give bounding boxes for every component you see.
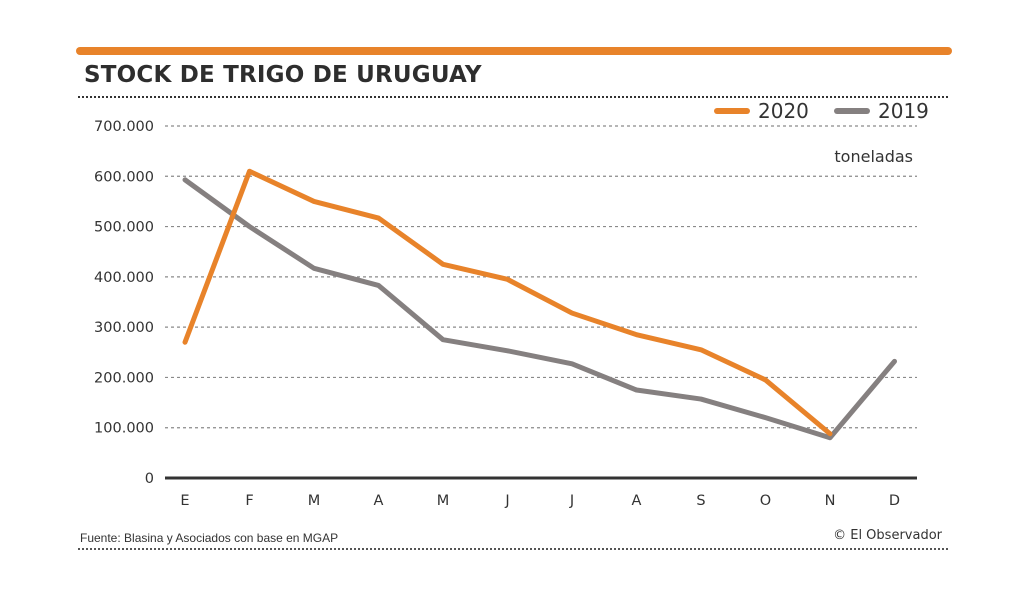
x-tick-label: A — [374, 493, 384, 509]
credit-note: © El Observador — [833, 528, 942, 543]
x-tick-label: A — [632, 493, 642, 509]
legend: 2020 2019 — [714, 99, 929, 123]
series-line-2019 — [182, 177, 897, 441]
x-tick-label: J — [504, 493, 509, 509]
x-tick-label: M — [308, 493, 321, 509]
x-tick-label: F — [245, 493, 253, 509]
y-tick-label: 700.000 — [94, 119, 154, 135]
y-tick-label: 500.000 — [94, 220, 154, 236]
x-tick-label: M — [437, 493, 450, 509]
unit-label: toneladas — [834, 147, 913, 166]
y-tick-label: 200.000 — [94, 370, 154, 386]
x-tick-label: J — [569, 493, 574, 509]
legend-label-2019: 2019 — [878, 99, 929, 123]
series-lines — [182, 168, 897, 441]
y-tick-label: 0 — [145, 471, 154, 487]
legend-label-2020: 2020 — [758, 99, 809, 123]
y-tick-label: 300.000 — [94, 320, 154, 336]
chart-title: STOCK DE TRIGO DE URUGUAY — [84, 62, 482, 88]
top-accent-bar — [76, 47, 952, 55]
x-tick-label: N — [825, 493, 836, 509]
series-line-2020 — [182, 168, 833, 437]
title-divider — [78, 96, 948, 98]
y-axis-ticks: 0 100.000 200.000 300.000 400.000 500.000 600.… — [94, 119, 154, 487]
y-tick-label: 400.000 — [94, 270, 154, 286]
x-tick-label: D — [889, 493, 900, 509]
x-tick-label: S — [696, 493, 705, 509]
x-tick-label: O — [760, 493, 771, 509]
y-tick-label: 600.000 — [94, 169, 154, 185]
x-tick-label: E — [180, 493, 189, 509]
source-note: Fuente: Blasina y Asociados con base en … — [80, 531, 339, 545]
footer-divider — [78, 548, 948, 550]
y-tick-label: 100.000 — [94, 421, 154, 437]
gridlines — [165, 125, 917, 429]
